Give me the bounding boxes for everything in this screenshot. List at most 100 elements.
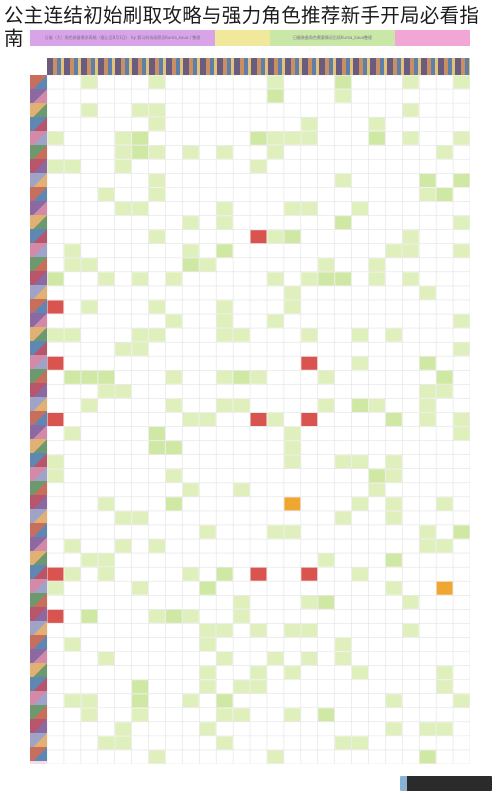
requirement-cell [284, 497, 301, 511]
requirement-cell [301, 567, 318, 581]
requirement-cell [216, 314, 233, 328]
requirement-cell [419, 356, 436, 370]
requirement-cell [149, 609, 165, 623]
requirement-cell [335, 75, 352, 89]
requirement-cell [165, 469, 182, 483]
requirement-cell [115, 342, 132, 356]
requirement-cell [132, 694, 149, 708]
requirement-cell [64, 328, 81, 342]
requirement-cell [301, 131, 318, 145]
requirement-cell [436, 370, 453, 384]
requirement-cell [453, 427, 470, 441]
requirement-cell [98, 652, 115, 666]
requirement-cell [115, 736, 132, 750]
requirement-cell [182, 216, 199, 230]
header-segment: 日服（大）角色装备需求表格（截止至8月1日） by 赛马刑场观察员Kurea_k… [30, 30, 215, 46]
requirement-cell [81, 708, 98, 722]
requirement-cell [301, 595, 318, 609]
character-portrait-column [30, 75, 47, 764]
requirement-cell [149, 441, 165, 455]
character-portrait [30, 313, 47, 327]
requirement-cell [318, 553, 335, 567]
character-portrait [30, 411, 47, 425]
requirement-cell [368, 272, 385, 286]
requirement-cell [402, 244, 419, 258]
character-portrait [30, 551, 47, 565]
requirement-cell [165, 497, 182, 511]
requirement-cell [132, 272, 149, 286]
requirement-cell [368, 398, 385, 412]
requirement-cell [149, 427, 165, 441]
character-portrait [30, 355, 47, 369]
requirement-cell [301, 652, 318, 666]
requirement-cell [284, 202, 301, 216]
requirement-cell [81, 609, 98, 623]
character-portrait [30, 621, 47, 635]
requirement-cell [419, 398, 436, 412]
character-portrait [30, 649, 47, 663]
requirement-cell [98, 272, 115, 286]
character-portrait [30, 565, 47, 579]
character-portrait [30, 453, 47, 467]
requirement-cell [81, 258, 98, 272]
requirement-cell [250, 412, 267, 427]
character-portrait [30, 257, 47, 271]
requirement-cell [199, 412, 216, 427]
character-portrait [30, 131, 47, 145]
requirement-cell [267, 750, 284, 764]
requirement-cell [216, 567, 233, 581]
requirement-cell [98, 567, 115, 581]
character-portrait [30, 509, 47, 523]
requirement-cell [453, 173, 470, 187]
character-portrait [30, 705, 47, 719]
requirement-cell [47, 356, 64, 370]
requirement-cell [284, 666, 301, 680]
requirement-cell [335, 637, 352, 652]
requirement-cell [335, 455, 352, 469]
requirement-cell [267, 89, 284, 103]
requirement-cell [47, 581, 64, 595]
requirement-cell [132, 342, 149, 356]
requirement-cell [216, 398, 233, 412]
requirement-cell [216, 216, 233, 230]
requirement-cell [216, 736, 233, 750]
requirement-cell [335, 736, 352, 750]
character-portrait [30, 145, 47, 159]
requirement-cell [233, 708, 250, 722]
requirement-cell [436, 680, 453, 694]
requirement-cell [64, 427, 81, 441]
requirement-cell [335, 173, 352, 187]
requirement-cell [368, 258, 385, 272]
requirement-cell [453, 314, 470, 328]
requirement-cell [267, 272, 284, 286]
requirement-cell [250, 370, 267, 384]
requirement-cell [115, 384, 132, 398]
header-segment: 日服装备角色需要情况后续Kurea_kaua整理 [270, 30, 395, 46]
requirement-cell [149, 539, 165, 553]
requirement-cell [115, 722, 132, 736]
character-portrait [30, 607, 47, 621]
requirement-cell [402, 75, 419, 89]
requirement-cell [385, 412, 402, 427]
requirement-cell [453, 131, 470, 145]
requirement-cell [250, 623, 267, 637]
requirement-cell [419, 750, 436, 764]
requirement-cell [352, 567, 368, 581]
requirement-cell [402, 595, 419, 609]
requirement-cell [216, 708, 233, 722]
character-portrait [30, 383, 47, 397]
requirement-cell [250, 666, 267, 680]
header-segment [215, 30, 270, 46]
requirement-cell [233, 483, 250, 497]
character-portrait [30, 747, 47, 761]
sheet-header-bar: 日服（大）角色装备需求表格（截止至8月1日） by 赛马刑场观察员Kurea_k… [30, 30, 470, 46]
requirement-cell [199, 258, 216, 272]
requirement-cell [301, 272, 318, 286]
requirement-cell [216, 370, 233, 384]
requirement-cell [132, 131, 149, 145]
requirement-cell [182, 412, 199, 427]
requirement-cell [182, 567, 199, 581]
requirement-cell [165, 272, 182, 286]
requirement-cell [352, 328, 368, 342]
requirement-cell [149, 117, 165, 131]
